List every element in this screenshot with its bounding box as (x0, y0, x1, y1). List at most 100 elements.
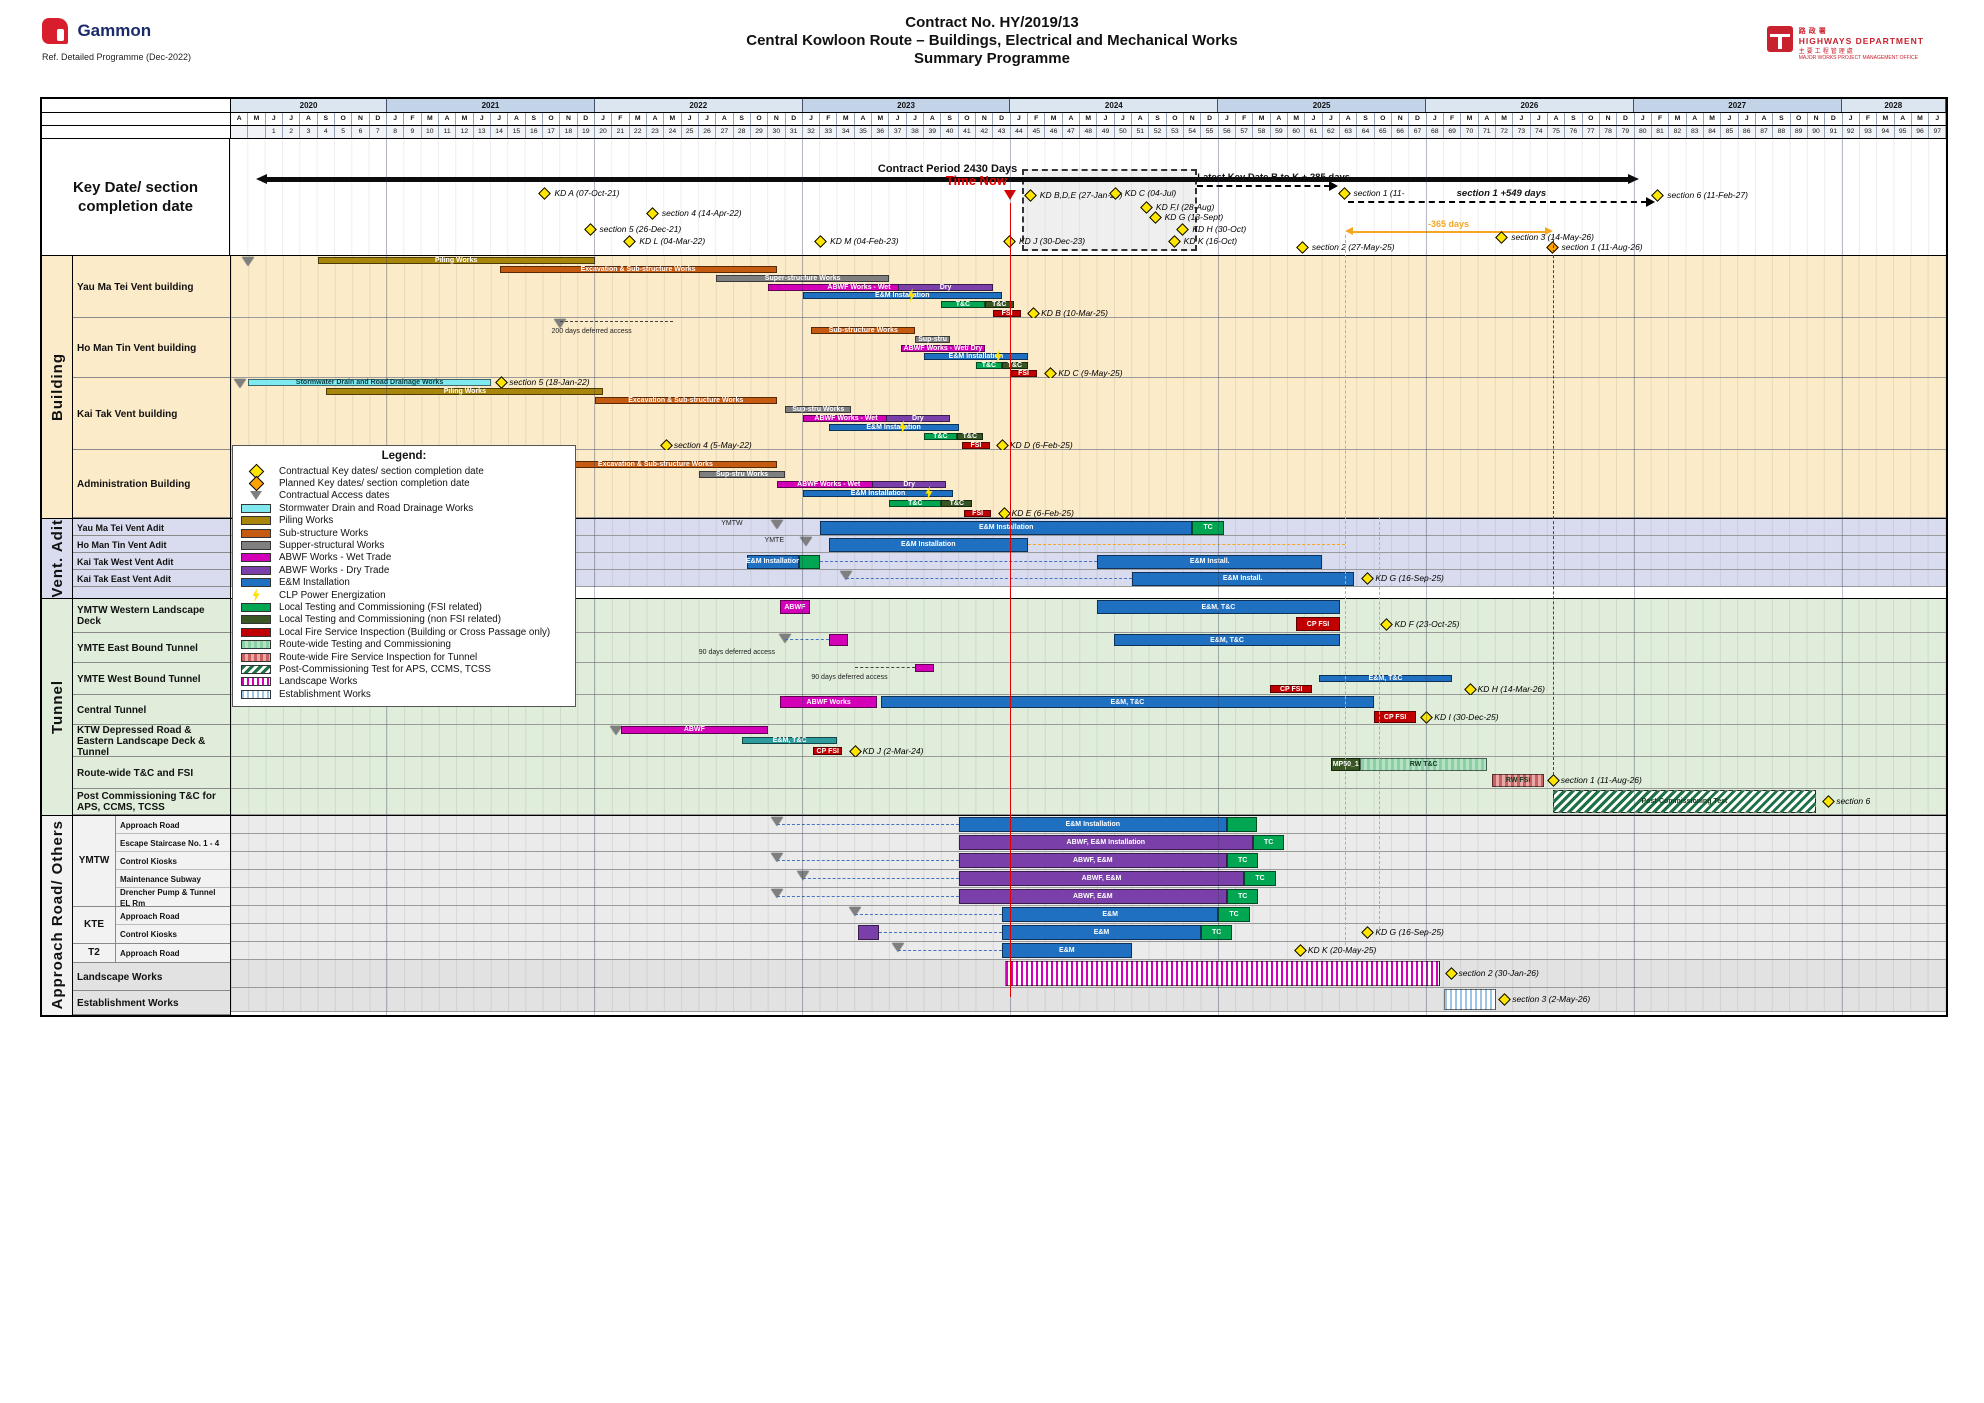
task-bar-dry: ABWF, E&M (958, 889, 1228, 905)
link-dash-line (819, 560, 1098, 562)
month-number (231, 126, 249, 138)
keydate-label: section 5 (18-Jan-22) (509, 377, 590, 387)
task-bar-rwtc: RW T&C (1360, 758, 1487, 772)
keydate-label: KD F,I (28-Aug) (1155, 202, 1215, 212)
month-number: 11 (438, 126, 457, 138)
month-number: 10 (421, 126, 439, 138)
legend-item-label: Supper-structural Works (279, 540, 385, 552)
hyd-name-en: HIGHWAYS DEPARTMENT (1798, 36, 1924, 46)
task-bar-dry: Dry (871, 480, 947, 488)
month-header: J (1635, 113, 1652, 125)
gantt-row: section 3 (2-May-26) (231, 987, 1946, 1012)
month-header: D (1409, 113, 1427, 125)
legend-item-label: ABWF Works - Wet Trade (279, 552, 392, 564)
month-number: 80 (1634, 126, 1652, 138)
row-label: Ho Man Tin Vent Adit (73, 536, 230, 553)
month-number: 73 (1513, 126, 1531, 138)
title-line-1: Contract No. HY/2019/13 (905, 14, 1079, 31)
month-number: 9 (404, 126, 422, 138)
month-header: J (1115, 113, 1133, 125)
month-number: 23 (646, 126, 665, 138)
keydate-label: KD M (04-Feb-23) (830, 236, 899, 246)
access-date-triangle-icon (609, 725, 622, 735)
keydate-label: section 2 (27-May-25) (1311, 242, 1395, 252)
reference-note: Ref. Detailed Programme (Dec-2022) (42, 52, 192, 62)
annotation-text: 200 days deferred access (551, 327, 632, 335)
gantt-row: E&M Installation E&M Install. (231, 553, 1946, 570)
task-bar-storm: Stormwater Drain and Road Drainage Works (248, 379, 491, 386)
month-number: 8 (386, 126, 405, 138)
month-header: J (1323, 113, 1340, 125)
month-number: 88 (1773, 126, 1791, 138)
month-header: A (231, 113, 249, 125)
task-bar-postc: Post-Commissioning Test (1552, 790, 1817, 814)
month-number: 29 (750, 126, 769, 138)
keydate-label: KD G (13-Sept) (1164, 212, 1224, 222)
task-bar-tcn: T&C (956, 433, 983, 440)
row-label: KTW Depressed Road & Eastern Landscape D… (73, 725, 230, 757)
highways-department-logo-icon (1766, 26, 1793, 52)
gantt-row: ABWF, E&M Installation TC (231, 833, 1946, 852)
band-arrow: Contract Period 2430 Days (256, 163, 1640, 184)
keydate-label: KD I (30-Dec-25) (1434, 711, 1499, 722)
legend-swatch (241, 553, 271, 563)
legend-item: CLP Power Energization (241, 588, 567, 603)
month-header: M (1253, 113, 1271, 125)
access-date-triangle-icon (796, 870, 809, 880)
task-bar-tc: TC (1253, 835, 1285, 851)
key-date-band-canvas: Contract Period 2430 Days Latest Key Date… (230, 139, 1946, 255)
month-number: 33 (820, 126, 838, 138)
access-date-triangle-icon (554, 319, 567, 328)
task-bar-tc: TC (1218, 907, 1250, 923)
month-header: O (1791, 113, 1808, 125)
month-number: 53 (1166, 126, 1185, 138)
month-number: 78 (1599, 126, 1618, 138)
month-header: A (855, 113, 873, 125)
month-header: A (439, 113, 457, 125)
month-header: J (1531, 113, 1548, 125)
month-header: S (318, 113, 335, 125)
month-number: 44 (1010, 126, 1029, 138)
month-number: 38 (906, 126, 925, 138)
keydate-label: KD J (2-Mar-24) (862, 745, 924, 756)
month-number: 50 (1114, 126, 1133, 138)
gammon-logo-text: Gammon (77, 21, 152, 40)
task-bar-em: E&M Installation (802, 292, 1002, 300)
year-header: 2025 (1218, 99, 1426, 112)
access-date-triangle-icon (770, 816, 783, 826)
section-group-label: Vent. Adit (48, 519, 66, 598)
month-number: 59 (1270, 126, 1289, 138)
keydate-diamond (1380, 617, 1394, 631)
legend-swatch (241, 516, 271, 526)
month-header: N (768, 113, 786, 125)
month-header: J (699, 113, 717, 125)
gammon-logo: Gammon (42, 18, 151, 44)
month-number: 52 (1149, 126, 1167, 138)
month-number: 24 (664, 126, 682, 138)
year-header: 2026 (1426, 99, 1634, 112)
task-bar-em: E&M Installation (958, 817, 1228, 833)
task-bar-dry: ABWF, E&M Installation (958, 835, 1254, 851)
month-header: F (1652, 113, 1670, 125)
keydate-label: KD K (20-May-25) (1307, 945, 1377, 956)
task-bar-wet (915, 664, 935, 672)
row-label: Establishment Works (73, 990, 230, 1015)
keydate-diamond (1546, 774, 1560, 787)
month-header: A (647, 113, 665, 125)
month-header: D (1201, 113, 1219, 125)
month-header: M (1080, 113, 1098, 125)
month-header: O (751, 113, 769, 125)
month-number: 96 (1911, 126, 1930, 138)
month-number: 19 (577, 126, 595, 138)
gantt-row: E&M TC (231, 905, 1946, 924)
month-number: 31 (785, 126, 803, 138)
month-header: F (612, 113, 630, 125)
legend-item-label: ABWF Works - Dry Trade (279, 564, 390, 576)
clp-power-bolt-icon (907, 288, 916, 303)
keydate-diamond (1361, 572, 1375, 585)
gantt-row: MP50_1 RW T&C RW FSI section 1 (11-Aug-26) (231, 756, 1946, 789)
keydate-diamond (997, 506, 1011, 520)
task-bar-tcn: T&C (984, 301, 1014, 309)
legend-diamond-icon (248, 475, 264, 492)
month-header: M (872, 113, 890, 125)
